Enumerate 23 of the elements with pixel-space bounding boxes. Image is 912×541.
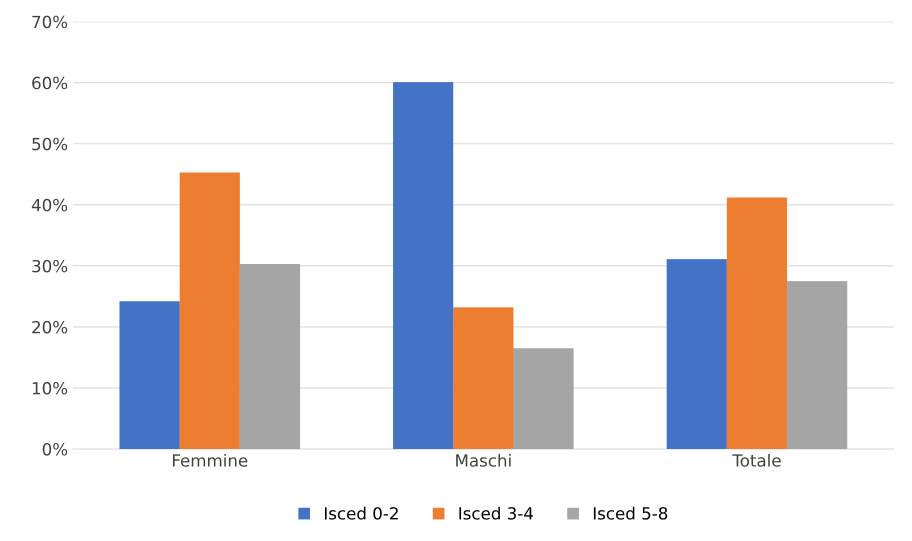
legend-label: Isced 0-2 [324,506,398,520]
bar [726,197,788,450]
y-tick-label: 50% [32,138,68,150]
legend-label: Isced 3-4 [459,506,533,520]
bar [453,307,514,450]
y-tick-label: 10% [32,382,68,395]
bar [666,259,727,450]
y-tick-label: 20% [32,320,68,334]
bar [180,172,240,450]
x-tick-label: Femmine [172,454,248,467]
x-tick-label: Totale [732,454,781,467]
y-tick-label: 0% [42,442,68,456]
x-tick-label: Maschi [456,454,511,467]
bar [119,301,180,450]
y-tick-label: 30% [32,260,68,272]
y-tick-label: 70% [32,16,68,28]
bar [393,82,454,450]
bar [240,264,300,450]
y-tick-label: 40% [32,198,68,212]
bar [513,348,574,450]
legend-label: Isced 5-8 [594,506,668,520]
bar [787,281,848,450]
y-tick-label: 60% [32,76,68,90]
